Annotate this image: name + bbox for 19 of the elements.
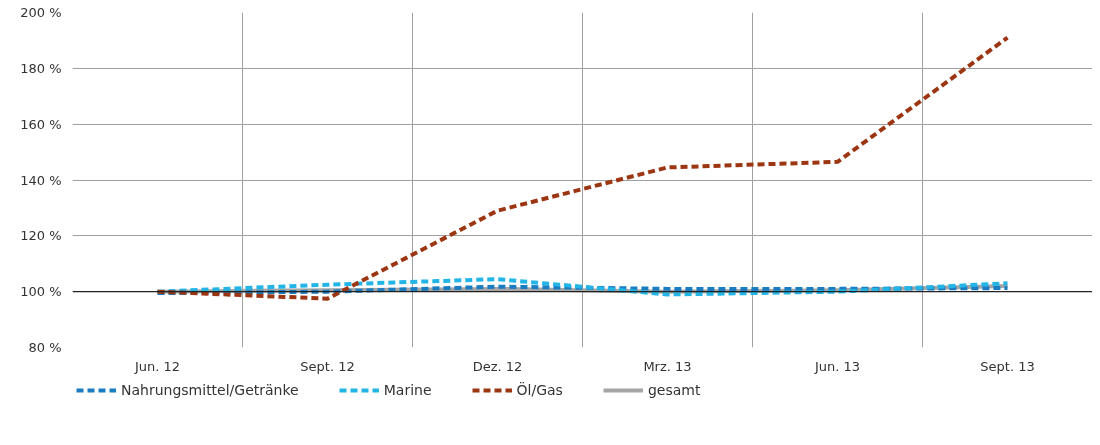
x-tick-label: Dez. 12 [472, 358, 523, 374]
x-tick-label: Sept. 12 [300, 358, 355, 374]
x-tick-label: Jun. 13 [813, 358, 861, 374]
line-series [155, 277, 1010, 297]
y-tick-label: 160 % [20, 116, 62, 132]
legend-label: Marine [383, 382, 432, 398]
y-tick-label: 140 % [20, 172, 62, 188]
x-tick-label: Jun. 12 [133, 358, 181, 374]
line-series [155, 35, 1010, 301]
legend-label: Nahrungsmittel/Getränke [121, 382, 299, 398]
legend-label: Öl/Gas [516, 382, 563, 398]
y-tick-label: 180 % [20, 60, 62, 76]
y-tick-label: 120 % [20, 228, 62, 244]
y-tick-label: 200 % [20, 5, 62, 20]
legend-label: gesamt [647, 382, 701, 398]
y-tick-label: 100 % [20, 284, 62, 300]
x-tick-label: Sept. 13 [980, 358, 1035, 374]
x-tick-label: Mrz. 13 [643, 358, 692, 374]
y-tick-label: 80 % [28, 340, 62, 355]
